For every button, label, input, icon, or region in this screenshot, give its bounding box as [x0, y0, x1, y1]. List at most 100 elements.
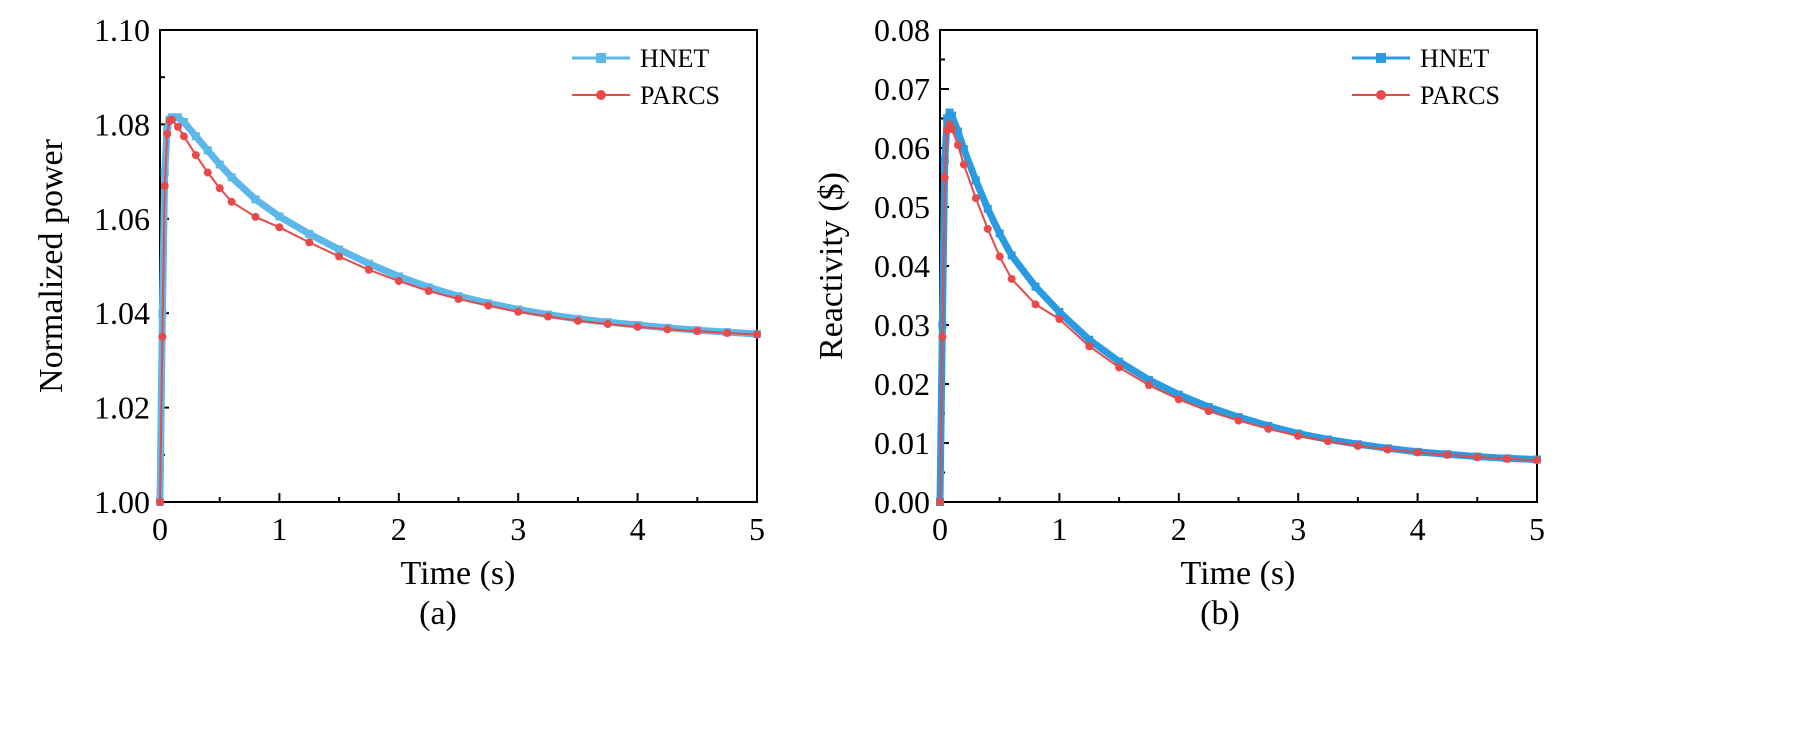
y-tick-label: 0.01	[874, 425, 930, 461]
data-point-hnet	[394, 272, 403, 281]
data-point-hnet	[305, 229, 314, 238]
data-point-parcs	[191, 151, 200, 160]
data-point-hnet	[1144, 375, 1153, 384]
data-point-parcs	[544, 312, 553, 321]
legend-label-hnet: HNET	[1420, 44, 1489, 73]
chart-panel-a: 0 1 2 3 4 5 1.00 1.02 1.04 1.06 1.08 1.10 Time (s)…	[33, 12, 765, 632]
data-point-hnet	[959, 145, 968, 154]
y-tick-label: 0.04	[874, 248, 930, 284]
series-line-hnet	[156, 113, 761, 506]
y-tick-label: 0.07	[874, 71, 930, 107]
legend-item-parcs: PARCS	[572, 81, 720, 110]
legend-marker-hnet	[1376, 53, 1386, 63]
data-point-parcs	[364, 265, 373, 274]
data-point-parcs	[1503, 454, 1512, 463]
x-axis: 0 1 2 3 4 5	[152, 493, 765, 547]
x-tick-label: 1	[1051, 511, 1067, 547]
data-point-parcs	[1031, 300, 1040, 309]
x-tick-label: 1	[271, 511, 287, 547]
data-point-hnet	[1085, 335, 1094, 344]
legend-item-parcs: PARCS	[1352, 81, 1500, 110]
data-point-parcs	[514, 307, 523, 316]
data-point-hnet	[953, 127, 962, 136]
legend-label-parcs: PARCS	[640, 81, 720, 110]
series-group	[156, 113, 761, 506]
y-tick-label: 1.02	[94, 390, 150, 426]
y-tick-label: 1.06	[94, 201, 150, 237]
data-point-parcs	[1264, 424, 1273, 433]
data-point-parcs	[573, 316, 582, 325]
data-point-hnet	[179, 118, 188, 127]
data-point-hnet	[227, 173, 236, 182]
data-point-parcs	[156, 498, 164, 506]
y-axis: 1.00 1.02 1.04 1.06 1.08 1.10	[94, 12, 169, 520]
data-point-hnet	[1055, 308, 1064, 317]
data-point-parcs	[633, 322, 642, 331]
legend-item-hnet: HNET	[1352, 44, 1489, 73]
data-point-hnet	[971, 176, 980, 185]
series-line-hnet	[936, 109, 1541, 506]
data-point-hnet	[947, 111, 956, 120]
data-point-hnet	[275, 212, 284, 221]
x-axis-title: Time (s)	[401, 555, 516, 592]
data-point-hnet	[1174, 390, 1183, 399]
data-point-parcs	[940, 173, 949, 182]
x-tick-label: 5	[1529, 511, 1545, 547]
data-point-parcs	[753, 330, 761, 339]
legend-item-hnet: HNET	[572, 44, 709, 73]
y-axis-title: Reactivity ($)	[813, 172, 850, 360]
y-tick-label: 1.04	[94, 295, 150, 331]
data-point-parcs	[454, 295, 463, 304]
series-line-parcs	[939, 123, 1538, 503]
legend-marker-hnet	[596, 53, 606, 63]
data-point-hnet	[215, 160, 224, 169]
data-point-parcs	[275, 223, 284, 232]
data-point-parcs	[167, 115, 176, 124]
y-axis: 0.00 0.01 0.02 0.03 0.04 0.05 0.06 0.07 0.08	[874, 12, 949, 520]
x-tick-label: 2	[391, 511, 407, 547]
legend-marker-parcs	[596, 90, 606, 100]
data-point-parcs	[227, 197, 236, 206]
y-axis-title: Normalized power	[33, 138, 70, 393]
data-point-parcs	[424, 287, 433, 296]
y-tick-label: 1.00	[94, 484, 150, 520]
data-point-parcs	[1234, 416, 1243, 425]
y-tick-label: 0.00	[874, 484, 930, 520]
data-point-hnet	[943, 114, 952, 123]
data-point-hnet	[335, 245, 344, 254]
data-point-parcs	[953, 141, 962, 150]
data-point-hnet	[191, 132, 200, 141]
data-point-parcs	[158, 332, 167, 341]
data-point-parcs	[1144, 381, 1153, 390]
data-point-parcs	[173, 122, 182, 131]
data-point-parcs	[723, 329, 732, 338]
legend-label-hnet: HNET	[640, 44, 709, 73]
data-point-parcs	[1383, 445, 1392, 454]
data-point-parcs	[936, 498, 944, 506]
data-point-parcs	[1413, 448, 1422, 457]
data-point-hnet	[251, 195, 260, 204]
data-point-parcs	[215, 184, 224, 193]
data-point-hnet	[203, 146, 212, 155]
data-point-parcs	[1174, 395, 1183, 404]
data-point-parcs	[179, 132, 188, 141]
data-point-parcs	[1353, 441, 1362, 450]
data-point-parcs	[394, 277, 403, 286]
data-point-parcs	[1533, 456, 1541, 465]
data-point-parcs	[971, 194, 980, 203]
data-point-parcs	[251, 212, 260, 221]
x-axis-title: Time (s)	[1181, 555, 1296, 592]
data-point-parcs	[203, 168, 212, 177]
data-point-parcs	[1473, 453, 1482, 462]
y-tick-label: 1.08	[94, 106, 150, 142]
x-tick-label: 0	[152, 511, 168, 547]
data-point-parcs	[1085, 342, 1094, 351]
y-tick-label: 0.06	[874, 130, 930, 166]
data-point-parcs	[1055, 315, 1064, 324]
legend-marker-parcs	[1376, 90, 1386, 100]
data-point-parcs	[1007, 274, 1016, 283]
data-point-hnet	[173, 113, 182, 122]
x-axis: 0 1 2 3 4 5	[932, 493, 1545, 547]
x-tick-label: 4	[630, 511, 646, 547]
